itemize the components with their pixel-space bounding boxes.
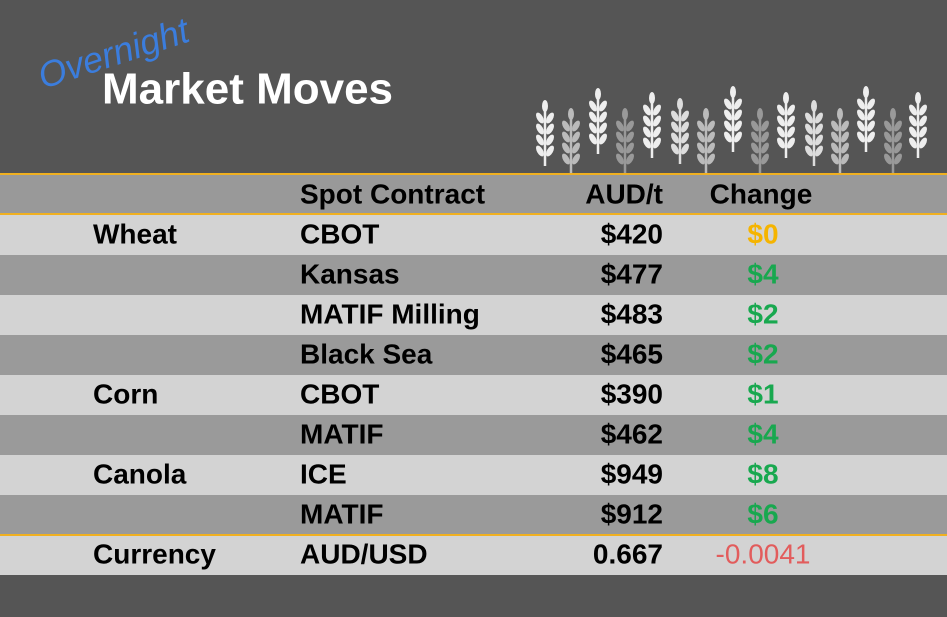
table-row xyxy=(0,375,947,415)
contract: CBOT xyxy=(300,378,379,409)
change: $0 xyxy=(747,218,778,249)
price: 0.667 xyxy=(593,538,663,569)
contract: AUD/USD xyxy=(300,538,428,569)
title: Market Moves xyxy=(102,65,393,114)
price: $465 xyxy=(601,338,663,369)
contract: Black Sea xyxy=(300,338,433,369)
contract: MATIF xyxy=(300,418,383,449)
table-row xyxy=(0,255,947,295)
change: $2 xyxy=(747,298,778,329)
change: $1 xyxy=(747,378,778,409)
change: $8 xyxy=(747,458,778,489)
price: $420 xyxy=(601,218,663,249)
price: $477 xyxy=(601,258,663,289)
price: $912 xyxy=(601,498,663,529)
change: -0.0041 xyxy=(716,538,811,569)
contract: MATIF xyxy=(300,498,383,529)
table-row xyxy=(0,335,947,375)
contract: Kansas xyxy=(300,258,400,289)
column-header: Change xyxy=(710,178,813,209)
header-row xyxy=(0,174,947,214)
price: $462 xyxy=(601,418,663,449)
group-label: Canola xyxy=(93,458,187,489)
group-label: Wheat xyxy=(93,218,177,249)
group-label: Currency xyxy=(93,538,216,569)
table-row xyxy=(0,495,947,535)
table-row xyxy=(0,295,947,335)
change: $6 xyxy=(747,498,778,529)
change: $4 xyxy=(747,258,779,289)
price: $390 xyxy=(601,378,663,409)
change: $2 xyxy=(747,338,778,369)
column-header: Spot Contract xyxy=(300,178,485,209)
price: $949 xyxy=(601,458,663,489)
column-header: AUD/t xyxy=(585,178,663,209)
table-body: Wheat CBOT $420 $0 Kansas $477 $4 MATIF Milling… xyxy=(0,215,947,575)
group-label: Corn xyxy=(93,378,158,409)
table-row xyxy=(0,215,947,255)
table-row xyxy=(0,535,947,575)
price: $483 xyxy=(601,298,663,329)
contract: CBOT xyxy=(300,218,379,249)
table-row xyxy=(0,455,947,495)
contract: ICE xyxy=(300,458,347,489)
change: $4 xyxy=(747,418,779,449)
contract: MATIF Milling xyxy=(300,298,480,329)
table-row xyxy=(0,415,947,455)
